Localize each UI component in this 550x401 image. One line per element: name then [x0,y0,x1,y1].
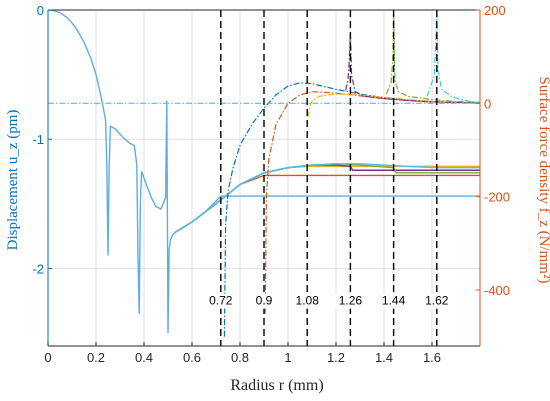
truncation-label-3: 1.26 [339,294,363,308]
y-right-axis-label-text: Surface force density f_z (N/mm²) [536,77,550,284]
y-left-axis-label-text: Displacement u_z (pm) [5,110,21,251]
truncation-label-bg-4 [376,293,411,309]
x-tick-label-2: 0.4 [135,350,153,365]
force-series-5 [426,14,481,103]
y-right-tick-label-0: 200 [484,3,506,18]
truncation-label-bg-0 [203,293,238,309]
x-tick-label-4: 0.8 [231,350,249,365]
y-left-tick-label-0: 0 [37,3,44,18]
truncation-label-5: 1.62 [425,294,449,308]
truncation-label-bg-2 [290,293,325,309]
displacement-series-5 [174,163,480,233]
truncation-labels: 0.72 0.9 1.08 1.26 1.44 1.62 [203,293,454,309]
tick-labels: 0 0.2 0.4 0.6 0.8 1 1.2 1.4 1.6 0 -1 -2 200 0 -200 -400 [32,3,510,365]
truncation-label-bg-5 [419,293,454,309]
truncation-label-2: 1.08 [296,294,320,308]
y-left-tick-label-2: -2 [32,261,44,276]
x-axis-label-text: Radius r (mm) [230,377,323,394]
force-series-3 [345,33,481,104]
truncation-label-4: 1.44 [382,294,406,308]
truncation-label-0: 0.72 [209,294,233,308]
truncation-label-bg-3 [333,293,368,309]
truncation-label-bg-1 [247,293,281,309]
x-tick-label-7: 1.4 [375,350,393,365]
y-right-axis-label: Surface force density f_z (N/mm²) [536,77,550,284]
x-tick-label-6: 1.2 [327,350,345,365]
x-axis-label: Radius r (mm) [230,377,323,394]
displacement-series-group [47,9,480,334]
force-series-4 [385,14,481,103]
truncation-lines [220,10,438,346]
x-tick-label-0: 0 [44,350,51,365]
truncation-label-1: 0.9 [256,294,273,308]
y-left-tick-label-1: -1 [32,132,44,147]
x-tick-label-3: 0.6 [183,350,201,365]
x-tick-label-1: 0.2 [87,350,105,365]
y-left-axis-label: Displacement u_z (pm) [5,110,21,251]
force-series-2 [307,93,481,118]
y-right-tick-label-1: 0 [484,96,491,111]
y-right-tick-label-2: -200 [484,190,510,205]
y-right-tick-label-3: -400 [484,283,510,298]
x-tick-label-5: 1 [284,350,291,365]
x-tick-label-8: 1.6 [423,350,441,365]
